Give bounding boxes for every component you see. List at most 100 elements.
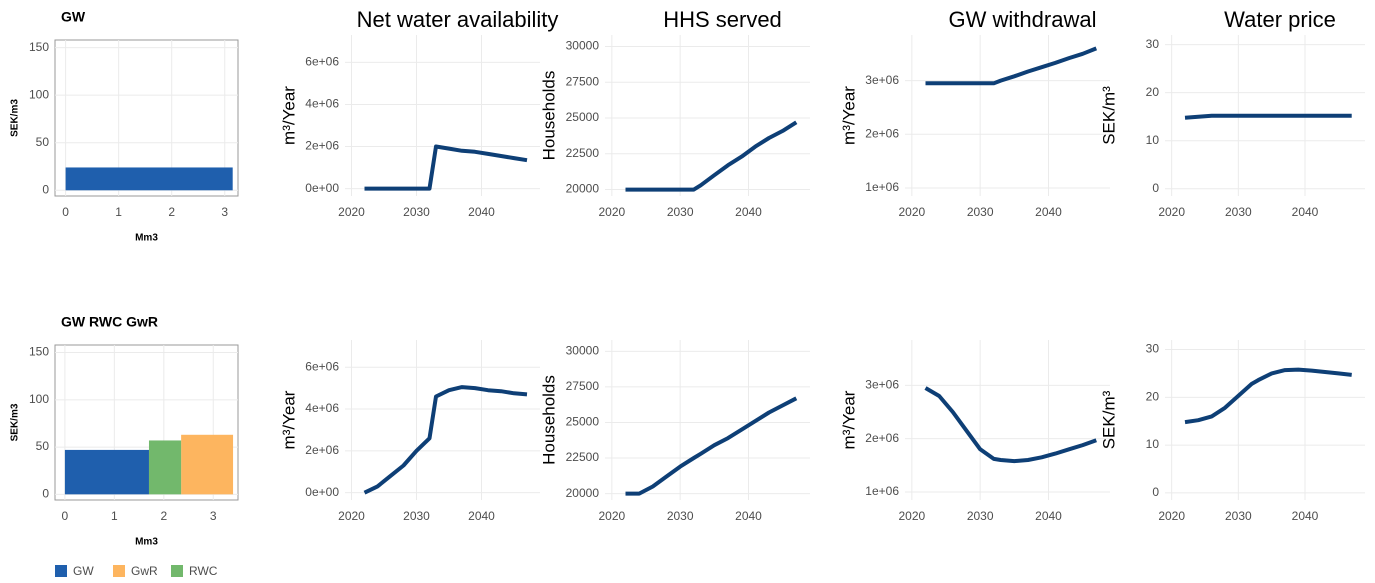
x-tick-label: 2040 xyxy=(1292,205,1319,219)
line xyxy=(364,144,528,191)
line xyxy=(1184,113,1352,120)
y-tick-label: 6e+06 xyxy=(305,55,339,69)
y-tick-label: 6e+06 xyxy=(305,359,339,373)
y-tick-label: 20 xyxy=(1146,85,1160,99)
chart-title: GW RWC GwR xyxy=(61,314,158,330)
y-tick-label: 3e+06 xyxy=(865,73,899,87)
x-tick-label: 2040 xyxy=(1035,205,1062,219)
chart-title: HHS served xyxy=(663,7,782,32)
x-tick-label: 2030 xyxy=(403,205,430,219)
x-tick-label: 2040 xyxy=(468,509,495,523)
plot-border xyxy=(54,344,239,501)
bar xyxy=(181,434,234,495)
x-tick-label: 2030 xyxy=(967,205,994,219)
x-tick-label: 2 xyxy=(168,205,175,219)
y-tick-label: 0 xyxy=(1152,181,1159,195)
y-axis-label: m³/Year xyxy=(279,390,298,449)
panel: 0e+00 2e+06 4e+06 6e+06 2020 2030 2040 Net wate… xyxy=(279,7,558,219)
x-tick-label: 2030 xyxy=(403,509,430,523)
y-tick-label: 30000 xyxy=(566,39,600,53)
y-axis-label: SEK/m3 xyxy=(10,99,21,137)
x-tick-label: 2020 xyxy=(898,205,925,219)
x-tick-label: 3 xyxy=(210,509,217,523)
y-tick-label: 2e+06 xyxy=(865,431,899,445)
legend-label: RWC xyxy=(189,564,218,578)
plot-border xyxy=(54,39,239,197)
y-tick-label: 0e+00 xyxy=(305,181,339,195)
y-tick-label: 2e+06 xyxy=(305,139,339,153)
bar xyxy=(148,440,182,495)
panel: 1e+06 2e+06 3e+06 2020 2030 2040 GW withdrawal… xyxy=(839,7,1110,219)
y-axis-label: SEK/m3 xyxy=(10,403,21,441)
y-tick-label: 0 xyxy=(1152,485,1159,499)
y-tick-label: 0e+00 xyxy=(305,485,339,499)
legend-swatch xyxy=(171,565,183,577)
x-tick-label: 2 xyxy=(160,509,167,523)
x-tick-label: 1 xyxy=(115,205,122,219)
y-tick-label: 2e+06 xyxy=(865,126,899,140)
bar xyxy=(64,449,149,495)
panel: 1e+06 2e+06 3e+06 2020 2030 2040 m³/Year xyxy=(839,340,1110,523)
y-tick-label: 0 xyxy=(42,182,49,196)
line xyxy=(625,396,798,496)
y-tick-label: 2e+06 xyxy=(305,443,339,457)
x-tick-label: 2020 xyxy=(1158,205,1185,219)
x-tick-label: 2020 xyxy=(598,205,625,219)
y-tick-label: 3e+06 xyxy=(865,378,899,392)
x-tick-label: 2020 xyxy=(898,509,925,523)
chart-title: GW withdrawal xyxy=(949,7,1097,32)
y-tick-label: 100 xyxy=(29,87,49,101)
y-axis-label: SEK/m³ xyxy=(1099,86,1118,145)
x-tick-label: 0 xyxy=(62,509,69,523)
y-tick-label: 10 xyxy=(1146,133,1160,147)
x-tick-label: 2040 xyxy=(735,509,762,523)
line xyxy=(924,386,1097,464)
chart-title: Water price xyxy=(1224,7,1336,32)
y-tick-label: 4e+06 xyxy=(305,97,339,111)
x-tick-label: 2020 xyxy=(1158,509,1185,523)
y-tick-label: 150 xyxy=(29,40,49,54)
legend-label: GW xyxy=(73,564,94,578)
x-axis-label: Mm3 xyxy=(135,537,158,548)
legend-swatch xyxy=(55,565,67,577)
y-tick-label: 27500 xyxy=(566,379,600,393)
y-tick-label: 30 xyxy=(1146,37,1160,51)
y-axis-label: Households xyxy=(539,71,558,161)
y-tick-label: 4e+06 xyxy=(305,401,339,415)
y-tick-label: 30000 xyxy=(566,344,600,358)
x-tick-label: 1 xyxy=(111,509,118,523)
panel: 20000 22500 25000 27500 30000 2020 2030 2040 Hou… xyxy=(539,340,810,523)
y-tick-label: 20 xyxy=(1146,389,1160,403)
y-tick-label: 1e+06 xyxy=(865,484,899,498)
y-tick-label: 20000 xyxy=(566,182,600,196)
x-tick-label: 0 xyxy=(62,205,69,219)
legend-label: GwR xyxy=(131,564,158,578)
x-tick-label: 2030 xyxy=(1225,509,1252,523)
x-axis-label: Mm3 xyxy=(135,233,158,244)
x-tick-label: 2030 xyxy=(1225,205,1252,219)
y-tick-label: 50 xyxy=(36,135,50,149)
y-tick-label: 25000 xyxy=(566,415,600,429)
y-tick-label: 22500 xyxy=(566,146,600,160)
line xyxy=(363,385,528,495)
line xyxy=(625,120,798,192)
y-tick-label: 10 xyxy=(1146,437,1160,451)
x-tick-label: 2040 xyxy=(468,205,495,219)
panel: 0 50 100 150 0 1 2 3 GW RWC GwR SEK/m3 Mm3 GW GwR RWC xyxy=(10,314,239,578)
chart-title: GW xyxy=(61,9,86,25)
y-tick-label: 50 xyxy=(36,439,50,453)
x-tick-label: 2030 xyxy=(667,509,694,523)
x-tick-label: 2040 xyxy=(1292,509,1319,523)
y-axis-label: m³/Year xyxy=(839,390,858,449)
x-tick-label: 3 xyxy=(221,205,228,219)
x-tick-label: 2020 xyxy=(338,205,365,219)
y-tick-label: 150 xyxy=(29,345,49,359)
bar xyxy=(65,167,233,191)
y-axis-label: m³/Year xyxy=(279,86,298,145)
y-tick-label: 100 xyxy=(29,392,49,406)
chart-title: Net water availability xyxy=(357,7,559,32)
y-tick-label: 25000 xyxy=(566,110,600,124)
panel: 0e+00 2e+06 4e+06 6e+06 2020 2030 2040 m³/Year xyxy=(279,340,540,523)
